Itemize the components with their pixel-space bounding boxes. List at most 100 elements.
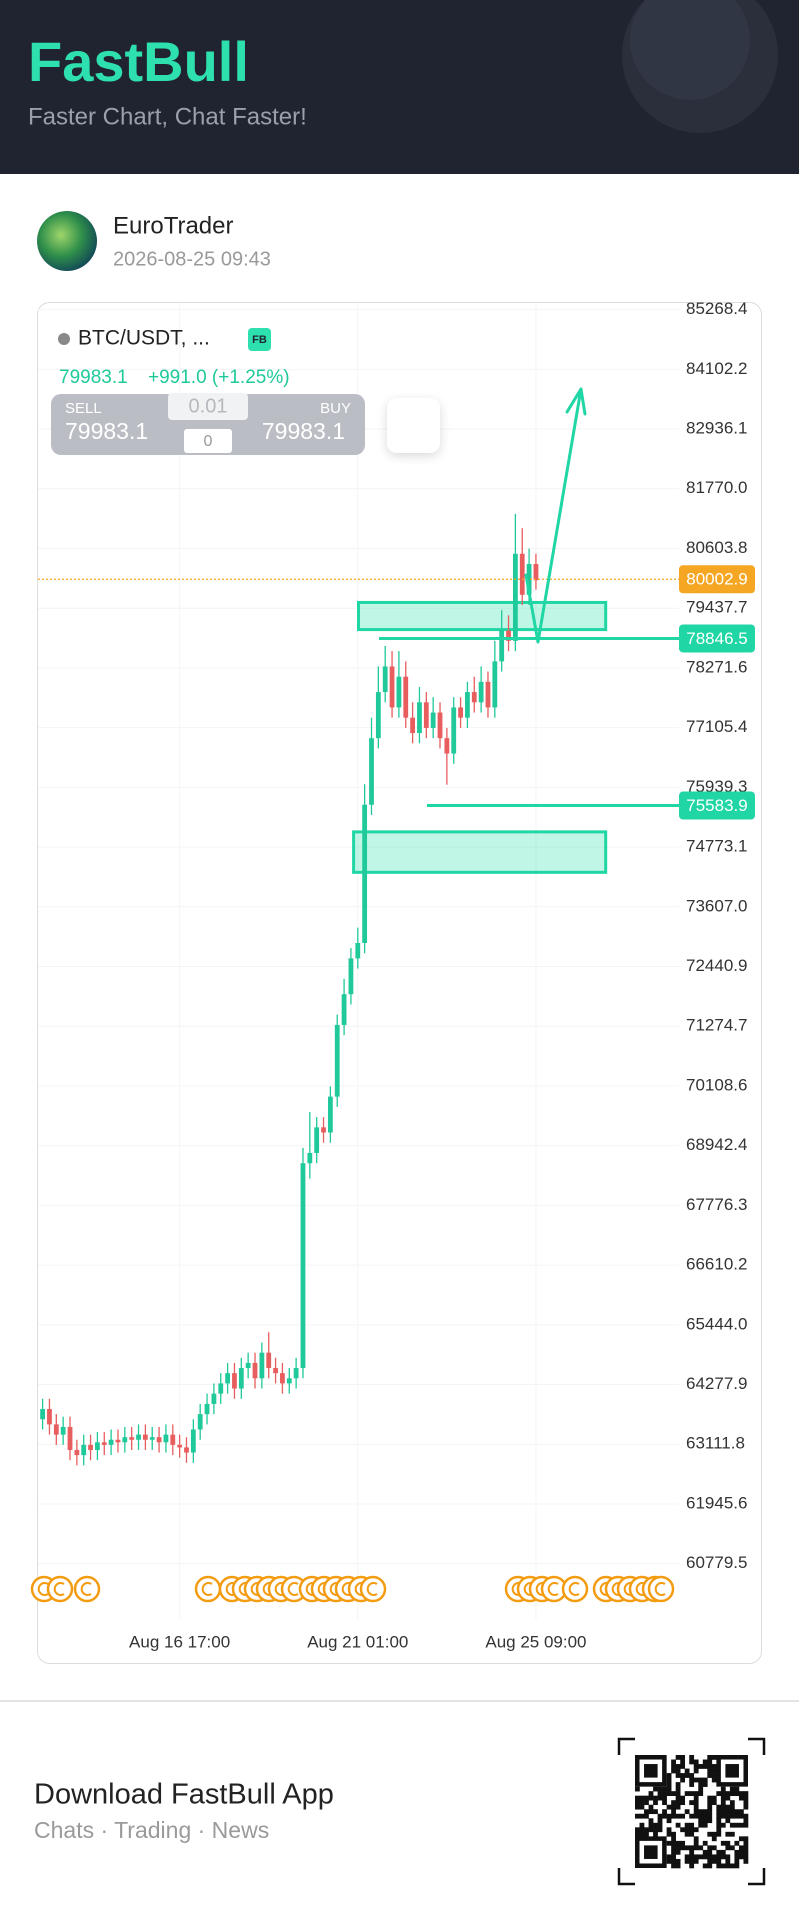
qr-cell — [729, 1809, 735, 1815]
qr-cell — [707, 1849, 713, 1855]
sell-price[interactable]: 79983.1 — [65, 418, 148, 444]
qr-cell — [743, 1800, 749, 1806]
qr-cell — [707, 1813, 713, 1819]
qr-cell — [698, 1764, 704, 1769]
qr-cell — [684, 1858, 690, 1864]
avatar[interactable] — [37, 211, 97, 271]
qr-cell — [689, 1782, 695, 1787]
candle-body — [238, 1368, 244, 1389]
qr-cell — [653, 1831, 658, 1837]
buy-price[interactable]: 79983.1 — [262, 418, 345, 444]
qr-cell — [684, 1768, 690, 1774]
qr-cell — [729, 1786, 735, 1792]
qr-cell — [653, 1827, 658, 1833]
price-tag — [679, 791, 755, 820]
qr-cell — [743, 1822, 749, 1828]
candle-body — [218, 1383, 224, 1394]
qr-cell — [644, 1795, 649, 1801]
event-marker-icon — [53, 1582, 65, 1596]
candle-body — [273, 1368, 278, 1374]
qr-cell — [720, 1804, 726, 1810]
buy-label[interactable]: BUY — [320, 400, 351, 417]
qr-cell — [716, 1822, 722, 1828]
qr-cell — [662, 1786, 667, 1792]
candle-body — [115, 1439, 121, 1443]
price-tag-label: 78846.5 — [686, 629, 747, 648]
qr-cell — [707, 1800, 713, 1806]
qr-finder — [716, 1755, 748, 1787]
brand-title: FastBull — [28, 30, 249, 93]
qr-cell — [720, 1795, 726, 1801]
qr-cell — [675, 1804, 681, 1810]
qr-cell — [716, 1813, 722, 1819]
qr-cell — [720, 1809, 726, 1815]
y-tick-label: 66610.2 — [686, 1255, 747, 1274]
qr-cell — [684, 1822, 690, 1828]
qr-cell — [702, 1863, 708, 1869]
lot-value[interactable]: 0.01 — [189, 395, 228, 417]
qr-cell — [698, 1782, 704, 1787]
qr-cell — [671, 1768, 676, 1774]
qr-cell — [725, 1804, 731, 1810]
qr-cell — [702, 1854, 708, 1860]
qr-cell — [725, 1831, 731, 1837]
qr-cell — [707, 1773, 713, 1778]
qr-cell — [671, 1813, 676, 1819]
status-dot — [58, 333, 70, 345]
qr-cell — [702, 1759, 708, 1765]
qr-cell — [666, 1831, 672, 1837]
candle-body — [512, 553, 518, 641]
qr-cell — [644, 1813, 649, 1819]
qr-cell — [707, 1845, 713, 1851]
qr-cell — [671, 1854, 676, 1860]
qr-cell — [684, 1827, 690, 1833]
qr-cell — [725, 1813, 731, 1819]
y-tick-label: 65444.0 — [686, 1314, 747, 1333]
qr-cell — [666, 1813, 672, 1819]
qr-cell — [729, 1845, 735, 1851]
qr-cell — [675, 1768, 681, 1774]
qr-cell — [725, 1840, 731, 1846]
qr-cell — [716, 1854, 722, 1860]
candle-body — [156, 1437, 162, 1443]
qr-cell — [684, 1791, 690, 1796]
candle-body — [300, 1163, 306, 1369]
qty-value[interactable]: 0 — [204, 433, 213, 450]
qr-cell — [684, 1854, 690, 1860]
qr-cell — [738, 1836, 744, 1842]
y-tick-label: 78271.6 — [686, 657, 747, 676]
qr-cell — [693, 1768, 699, 1774]
footer-title[interactable]: Download FastBull App — [34, 1779, 334, 1811]
candle-body — [95, 1442, 100, 1450]
candle-body — [410, 717, 416, 734]
qr-cell — [711, 1755, 717, 1760]
qty-input[interactable] — [184, 429, 232, 453]
lot-input[interactable] — [168, 393, 248, 420]
qr-cell — [738, 1813, 744, 1819]
tool-button[interactable] — [387, 398, 440, 453]
qr-cell — [734, 1809, 740, 1815]
qr-cell — [666, 1827, 672, 1833]
y-tick-label: 68942.4 — [686, 1135, 747, 1154]
qr-cell — [698, 1809, 704, 1815]
qr-cell — [729, 1804, 735, 1810]
candle-body — [245, 1362, 251, 1369]
qr-cell — [702, 1813, 708, 1819]
qr-cell — [734, 1863, 740, 1869]
qr-code — [617, 1737, 766, 1886]
event-marker — [73, 1575, 101, 1603]
qr-cell — [693, 1854, 699, 1860]
candle-body — [149, 1437, 155, 1440]
qr-cell — [689, 1827, 695, 1833]
qr-cell — [689, 1759, 695, 1765]
symbol[interactable]: BTC/USDT, ... — [78, 327, 210, 350]
qr-cell — [639, 1804, 645, 1810]
candle-body — [266, 1352, 272, 1369]
qr-cell — [702, 1777, 708, 1783]
author[interactable]: EuroTrader — [113, 212, 234, 239]
qr-cell — [693, 1836, 699, 1842]
qr-cell — [725, 1858, 731, 1864]
header-decoration — [630, 0, 750, 100]
sell-label[interactable]: SELL — [65, 400, 102, 417]
qr-finder-core — [644, 1845, 658, 1859]
